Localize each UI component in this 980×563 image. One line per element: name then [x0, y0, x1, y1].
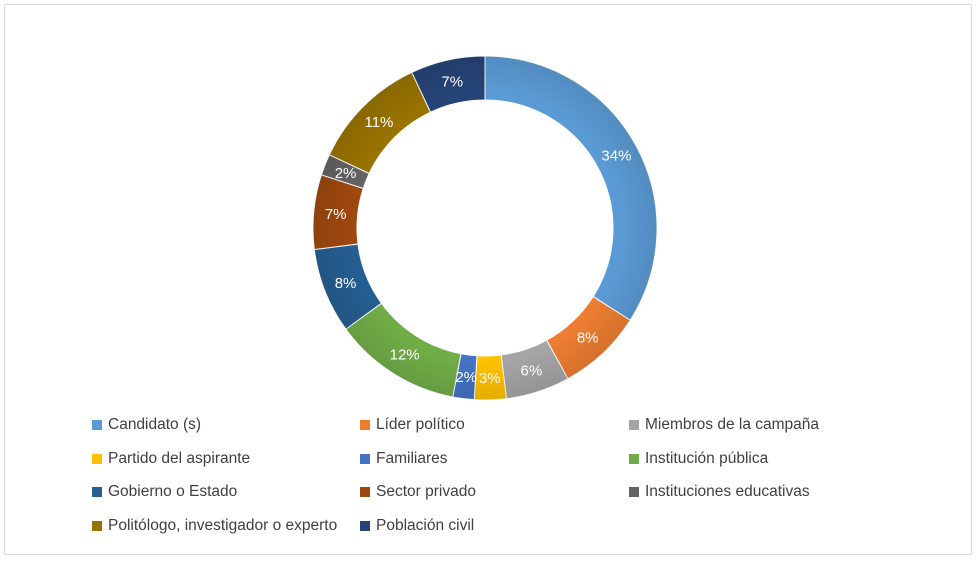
legend-item: Miembros de la campaña [629, 416, 819, 434]
legend-swatch [92, 420, 102, 430]
legend-swatch [360, 420, 370, 430]
legend-label: Institución pública [645, 449, 769, 467]
legend-swatch [92, 520, 102, 531]
legend-label: Candidato (s) [108, 416, 202, 433]
donut-hole [357, 100, 613, 356]
slice-label-1: 34% [601, 148, 631, 165]
legend-swatch [92, 487, 102, 497]
legend-label: Población civil [376, 516, 475, 534]
legend-item: Politólogo, investigador o experto [92, 517, 337, 535]
legend-swatch [360, 487, 370, 497]
legend-item: Instituciones educativas [629, 483, 810, 501]
slice-label-7: 8% [335, 275, 357, 292]
legend-label: Politólogo, investigador o experto [108, 516, 338, 534]
legend-swatch [629, 453, 639, 464]
legend-swatch [629, 420, 639, 430]
slice-label-2: 8% [577, 329, 599, 346]
legend-swatch [360, 453, 370, 464]
legend-label: Miembros de la campaña [645, 416, 820, 433]
legend-swatch [360, 520, 370, 531]
legend-item: Población civil [360, 517, 474, 535]
legend-label: Familiares [376, 449, 448, 467]
legend-item: Gobierno o Estado [92, 483, 237, 501]
legend-swatch [92, 453, 102, 464]
legend-item: Líder político [360, 416, 465, 434]
legend-item: Candidato (s) [92, 416, 201, 434]
legend-item: Partido del aspirante [92, 450, 250, 468]
legend-label: Instituciones educativas [645, 483, 810, 500]
slice-label-6: 12% [390, 347, 420, 364]
slice-label-5: 2% [455, 369, 477, 386]
legend-label: Sector privado [376, 483, 476, 500]
slice-label-4: 3% [479, 370, 501, 387]
legend-label: Líder político [376, 416, 465, 433]
slice-label-3: 6% [521, 363, 543, 380]
slice-label-8: 7% [325, 206, 347, 223]
legend-swatch [629, 487, 639, 497]
legend-label: Partido del aspirante [108, 449, 251, 467]
slice-label-11: 7% [441, 74, 463, 91]
slice-label-9: 2% [335, 165, 357, 182]
legend-item: Institución pública [629, 450, 768, 468]
legend-item: Sector privado [360, 483, 476, 501]
slice-label-10: 11% [364, 114, 393, 131]
legend-label: Gobierno o Estado [108, 483, 238, 500]
legend-item: Familiares [360, 450, 447, 468]
